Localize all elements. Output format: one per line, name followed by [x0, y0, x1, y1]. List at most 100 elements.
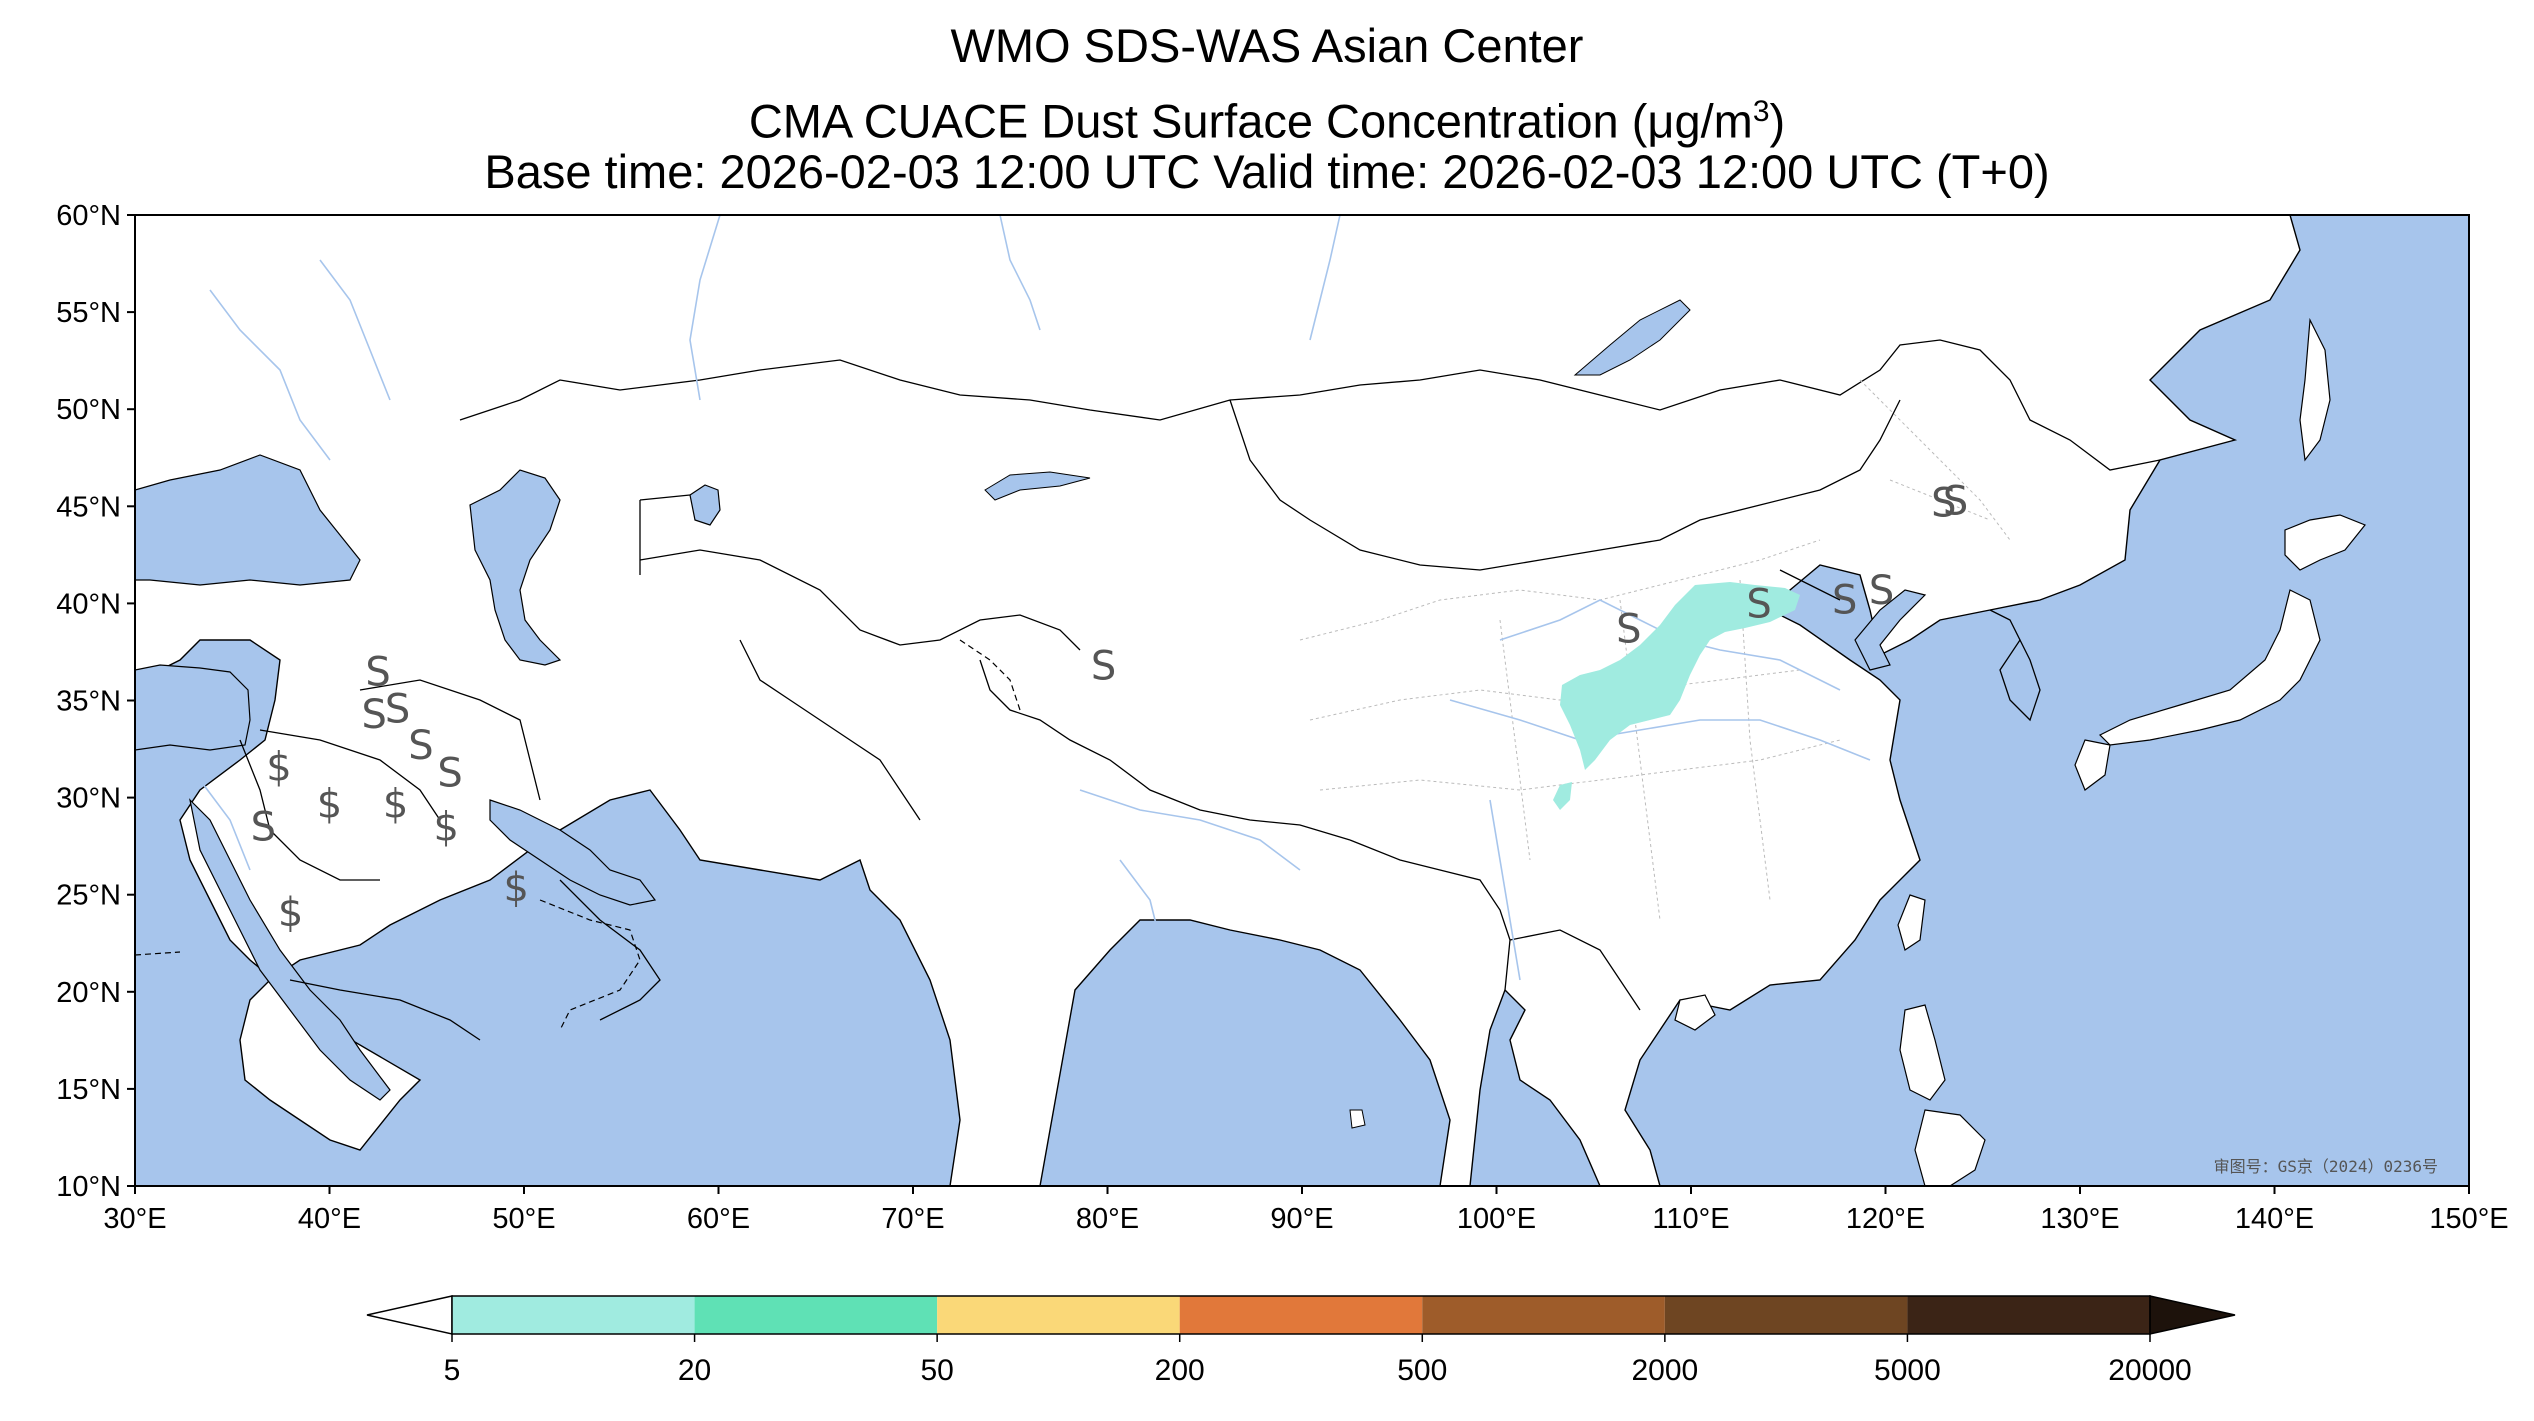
colorbar-outline: [451, 1295, 2151, 1335]
colorbar-tick-label: 50: [920, 1354, 953, 1387]
map-subtitle: CMA CUACE Dust Surface Concentration (μg…: [0, 84, 2534, 150]
lat-tick-label: 50°N: [56, 394, 121, 426]
blowing-dust-symbol: S: [1931, 480, 1956, 526]
longitude-axis: 30°E 40°E 50°E 60°E 70°E 80°E 90°E 100°E 110°E 12…: [103, 1186, 2509, 1235]
lat-tick-label: 55°N: [56, 297, 121, 329]
duststorm-symbol: $: [317, 781, 342, 827]
persian-gulf: [489, 799, 657, 906]
colorbar-bin: [937, 1296, 1180, 1334]
lon-tick-label: 60°E: [687, 1203, 750, 1235]
lat-tick-label: 15°N: [56, 1074, 121, 1106]
colorbar-tick-label: 5000: [1874, 1354, 1941, 1387]
sakhalin: [2299, 317, 2331, 462]
lon-tick-label: 130°E: [2040, 1203, 2119, 1235]
bohai-sea: [1854, 589, 1927, 671]
hainan: [1674, 994, 1716, 1031]
blowing-dust-symbol: S: [1943, 478, 1968, 524]
aral-sea: [689, 484, 721, 526]
duststorm-symbol: $: [503, 865, 528, 911]
sri-lanka-region: [1349, 1109, 1366, 1129]
colorbar-tick-label: 20: [678, 1354, 711, 1387]
approval-number: 审图号：GS京（2024）0236号: [2214, 1157, 2438, 1176]
blowing-dust-symbol: S: [1746, 581, 1771, 627]
time-line: Base time: 2026-02-03 12:00 UTC Valid ti…: [484, 145, 2050, 198]
black-sea: [135, 454, 361, 586]
blowing-dust-symbol: S: [1616, 607, 1641, 653]
country-borders: [239, 339, 2161, 1041]
colorbar-under-arrow: [366, 1295, 453, 1335]
lon-tick-label: 140°E: [2235, 1203, 2314, 1235]
colorbar-bin: [452, 1296, 695, 1334]
blowing-dust-symbol: S: [437, 750, 462, 796]
caspian-sea: [469, 469, 562, 666]
japan-honshu: [2098, 589, 2321, 746]
blowing-dust-symbol: S: [251, 805, 276, 851]
lake-balkhash: [984, 471, 1091, 501]
lat-tick-label: 45°N: [56, 491, 121, 523]
colorbar: 5 20 50 200 500 2000 5000 20000: [366, 1295, 2236, 1387]
dust-region-low-patch: [1553, 782, 1572, 810]
colorbar-bin: [1422, 1296, 1665, 1334]
japan-hokkaido: [2284, 514, 2366, 571]
colorbar-tick-label: 200: [1155, 1354, 1205, 1387]
lon-tick-label: 150°E: [2429, 1203, 2508, 1235]
lon-tick-label: 100°E: [1457, 1203, 1536, 1235]
subtitle-unit-mu: μ: [1647, 94, 1675, 148]
lon-tick-label: 110°E: [1652, 1203, 1729, 1235]
colorbar-tick-label: 2000: [1631, 1354, 1698, 1387]
colorbar-bin: [1664, 1296, 1908, 1334]
lon-tick-label: 70°E: [881, 1203, 944, 1235]
lon-tick-label: 90°E: [1270, 1203, 1333, 1235]
colorbar-bin: [1907, 1296, 2150, 1334]
subtitle-suffix: ): [1769, 94, 1786, 148]
blowing-dust-symbol: S: [408, 723, 433, 769]
blowing-dust-symbol: S: [385, 686, 410, 732]
colorbar-tick-label: 20000: [2108, 1354, 2191, 1387]
latitude-axis: 60°N 55°N 50°N 45°N 40°N 35°N 30°N 25°N 20°N 15°N…: [56, 200, 135, 1203]
mediterranean-sea: [135, 664, 251, 751]
lon-tick-label: 50°E: [492, 1203, 555, 1235]
lat-tick-label: 25°N: [56, 880, 121, 912]
lat-tick-label: 30°N: [56, 783, 121, 815]
taiwan: [1897, 894, 1926, 951]
duststorm-symbol: $: [266, 745, 291, 791]
lon-tick-label: 80°E: [1076, 1203, 1139, 1235]
lake-baikal: [1573, 299, 1691, 376]
land-mainland: [135, 215, 2301, 1186]
lat-tick-label: 35°N: [56, 686, 121, 718]
blowing-dust-symbol: S: [1091, 644, 1116, 690]
duststorm-symbol: $: [433, 805, 458, 851]
colorbar-tick-label: 5: [444, 1354, 461, 1387]
disputed-borders: [135, 639, 1021, 1031]
colorbar-tick-label: 500: [1397, 1354, 1447, 1387]
colorbar-bin: [1179, 1296, 1423, 1334]
red-sea: [189, 798, 391, 1101]
map-title: WMO SDS-WAS Asian Center: [950, 19, 1584, 72]
province-boundaries: [1299, 379, 2011, 921]
philippines-south: [1914, 1109, 1986, 1186]
lat-tick-label: 60°N: [56, 200, 121, 232]
subtitle-unit-exponent: 3: [1752, 95, 1770, 128]
blowing-dust-symbol: S: [1832, 578, 1857, 624]
lat-tick-label: 10°N: [56, 1171, 121, 1203]
lon-tick-label: 30°E: [103, 1203, 166, 1235]
blowing-dust-symbol: S: [365, 649, 390, 695]
lat-tick-label: 20°N: [56, 977, 121, 1009]
subtitle-unit-base: g/m: [1674, 94, 1753, 148]
lon-tick-label: 40°E: [298, 1203, 361, 1235]
dust-region-low: [1560, 582, 1800, 770]
lat-tick-label: 40°N: [56, 588, 121, 620]
duststorm-symbol: $: [383, 781, 408, 827]
colorbar-bin: [694, 1296, 938, 1334]
blowing-dust-symbol: S: [362, 692, 387, 738]
duststorm-symbol: $: [278, 890, 303, 936]
philippines-luzon: [1899, 1004, 1946, 1101]
subtitle-prefix: CMA CUACE Dust Surface Concentration (: [748, 94, 1648, 148]
japan-kyushu: [2074, 739, 2111, 791]
blowing-dust-symbol: S: [1869, 568, 1894, 614]
lon-tick-label: 120°E: [1846, 1203, 1925, 1235]
colorbar-over-arrow: [2149, 1295, 2236, 1335]
